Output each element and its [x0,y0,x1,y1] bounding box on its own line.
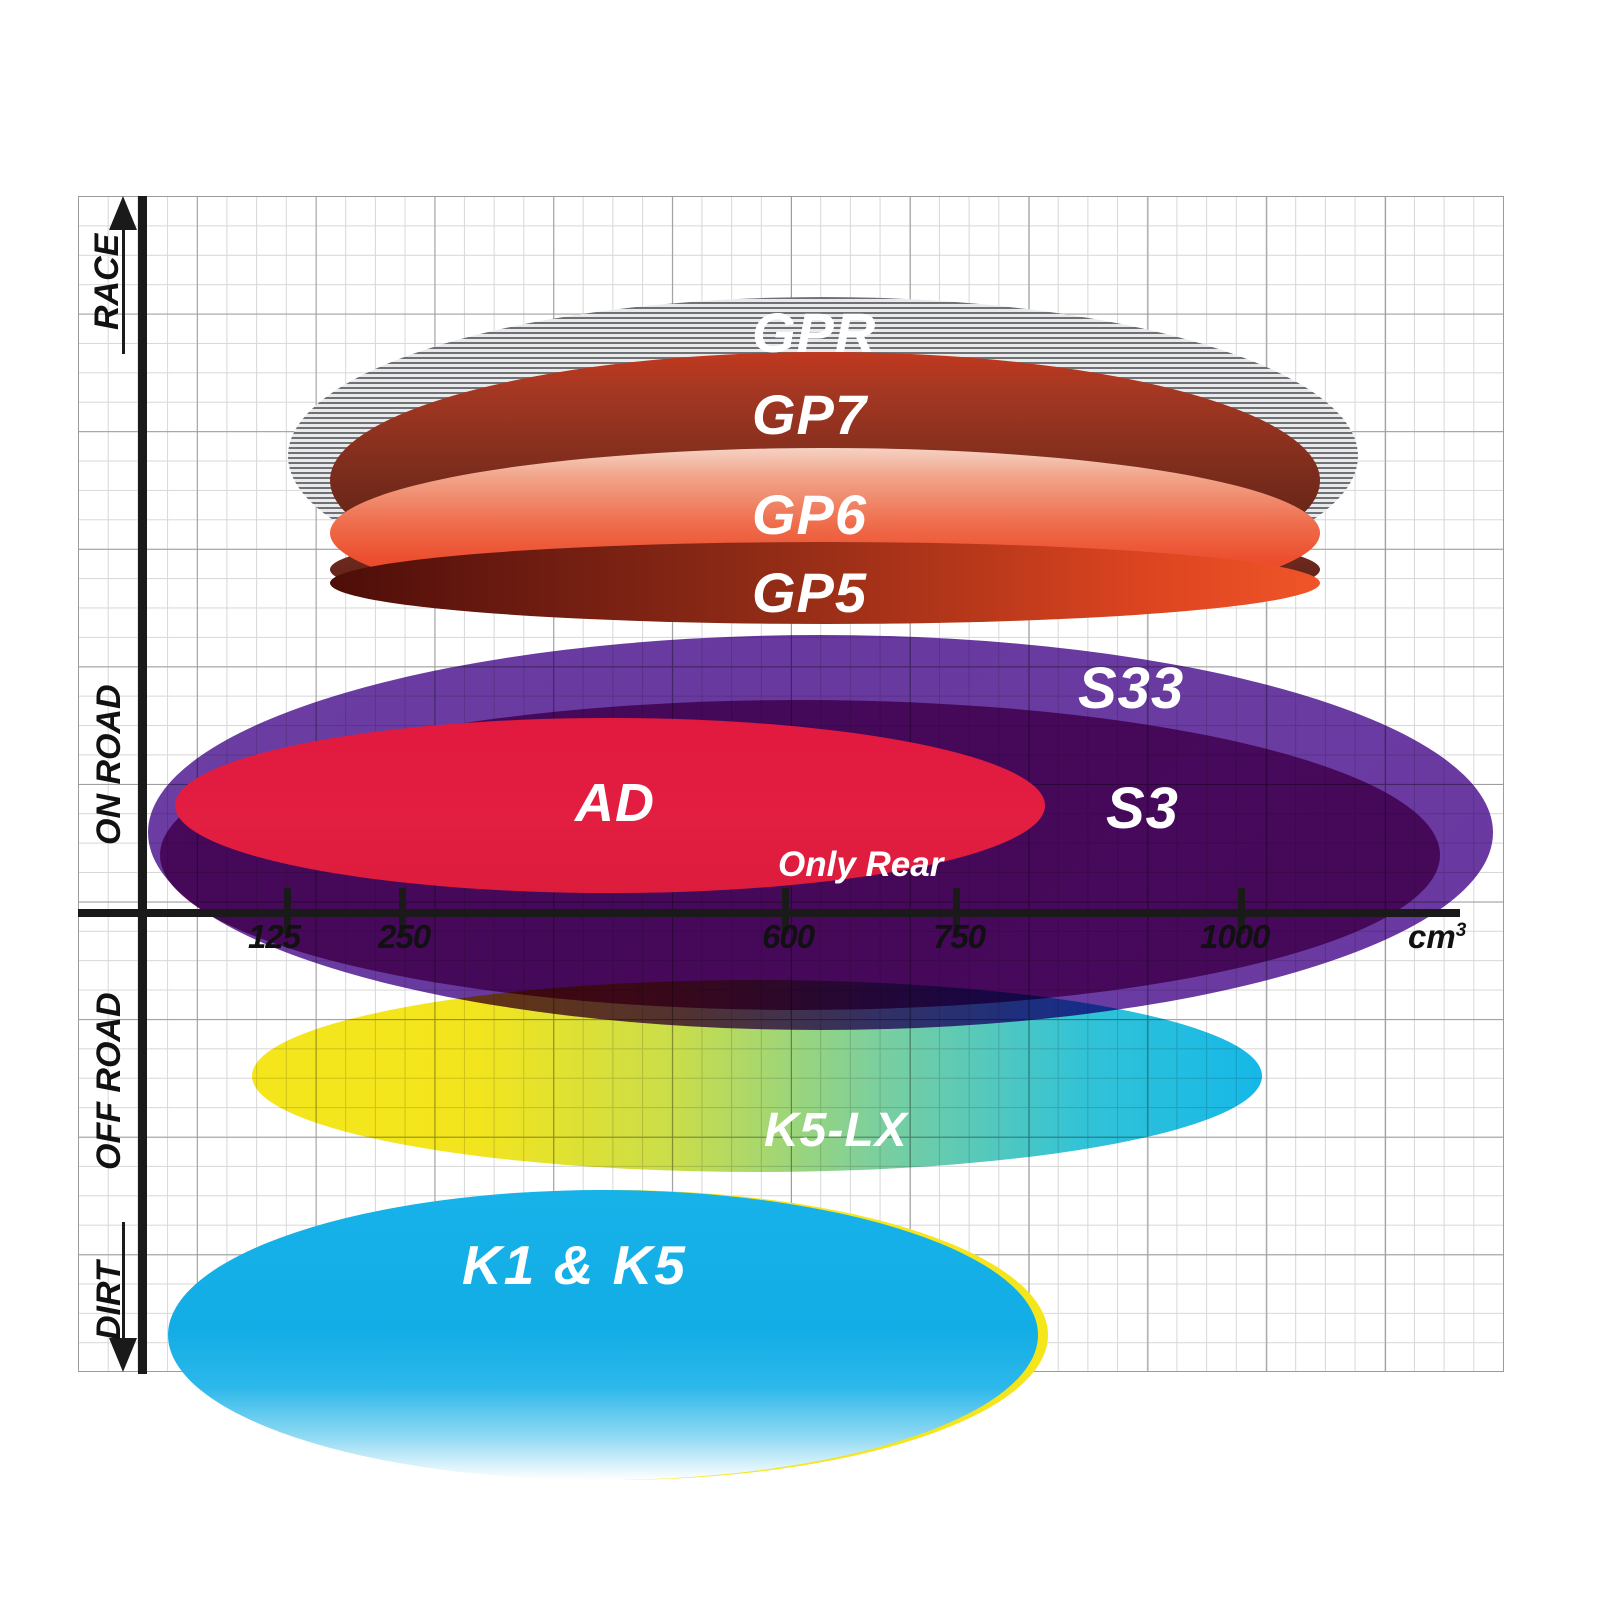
unit-text: cm [1408,918,1456,955]
y-category-race: RACE [88,233,126,330]
x-tick-label-750: 750 [933,918,986,955]
y-category-on-road: ON ROAD [90,684,128,845]
ellipse-k1k5 [168,1190,1038,1480]
ellipse-label-gpr: GPR [752,301,877,364]
x-tick-1000 [1238,888,1245,934]
x-tick-label-600: 600 [762,918,815,955]
x-axis-unit-label: cm3 [1408,918,1466,956]
ellipse-label-ad: AD [575,773,655,833]
y-category-dirt: DIRT [90,1261,128,1340]
x-tick-label-1000: 1000 [1200,918,1270,955]
ellipse-label-gp5: GP5 [752,561,868,624]
x-axis-line [78,909,1460,917]
ellipse-gp5 [330,542,1320,624]
x-tick-250 [399,888,406,934]
ellipse-label-s33: S33 [1078,656,1185,721]
x-tick-label-125: 125 [248,918,301,955]
dirt-arrow-down-icon [109,1338,137,1372]
ellipse-label-s3: S3 [1106,776,1179,841]
x-tick-750 [953,888,960,934]
x-tick-label-250: 250 [378,918,431,955]
ellipse-label-gp6: GP6 [752,483,868,546]
ellipse-label-k5lx: K5-LX [764,1104,908,1157]
ellipse-label-k1k5: K1 & K5 [462,1234,687,1296]
x-tick-600 [782,888,789,934]
y-axis-line [138,196,147,1374]
dirt-arrow-shaft [122,1222,125,1340]
unit-exponent: 3 [1455,920,1467,941]
ellipse-label-gp7: GP7 [752,383,868,446]
ellipse-ad [175,718,1045,893]
race-arrow-up-icon [109,196,137,230]
race-arrow-shaft [122,224,125,354]
x-tick-125 [284,888,291,934]
annotation-only-rear: Only Rear [778,845,944,884]
y-category-off-road: OFF ROAD [90,992,128,1170]
